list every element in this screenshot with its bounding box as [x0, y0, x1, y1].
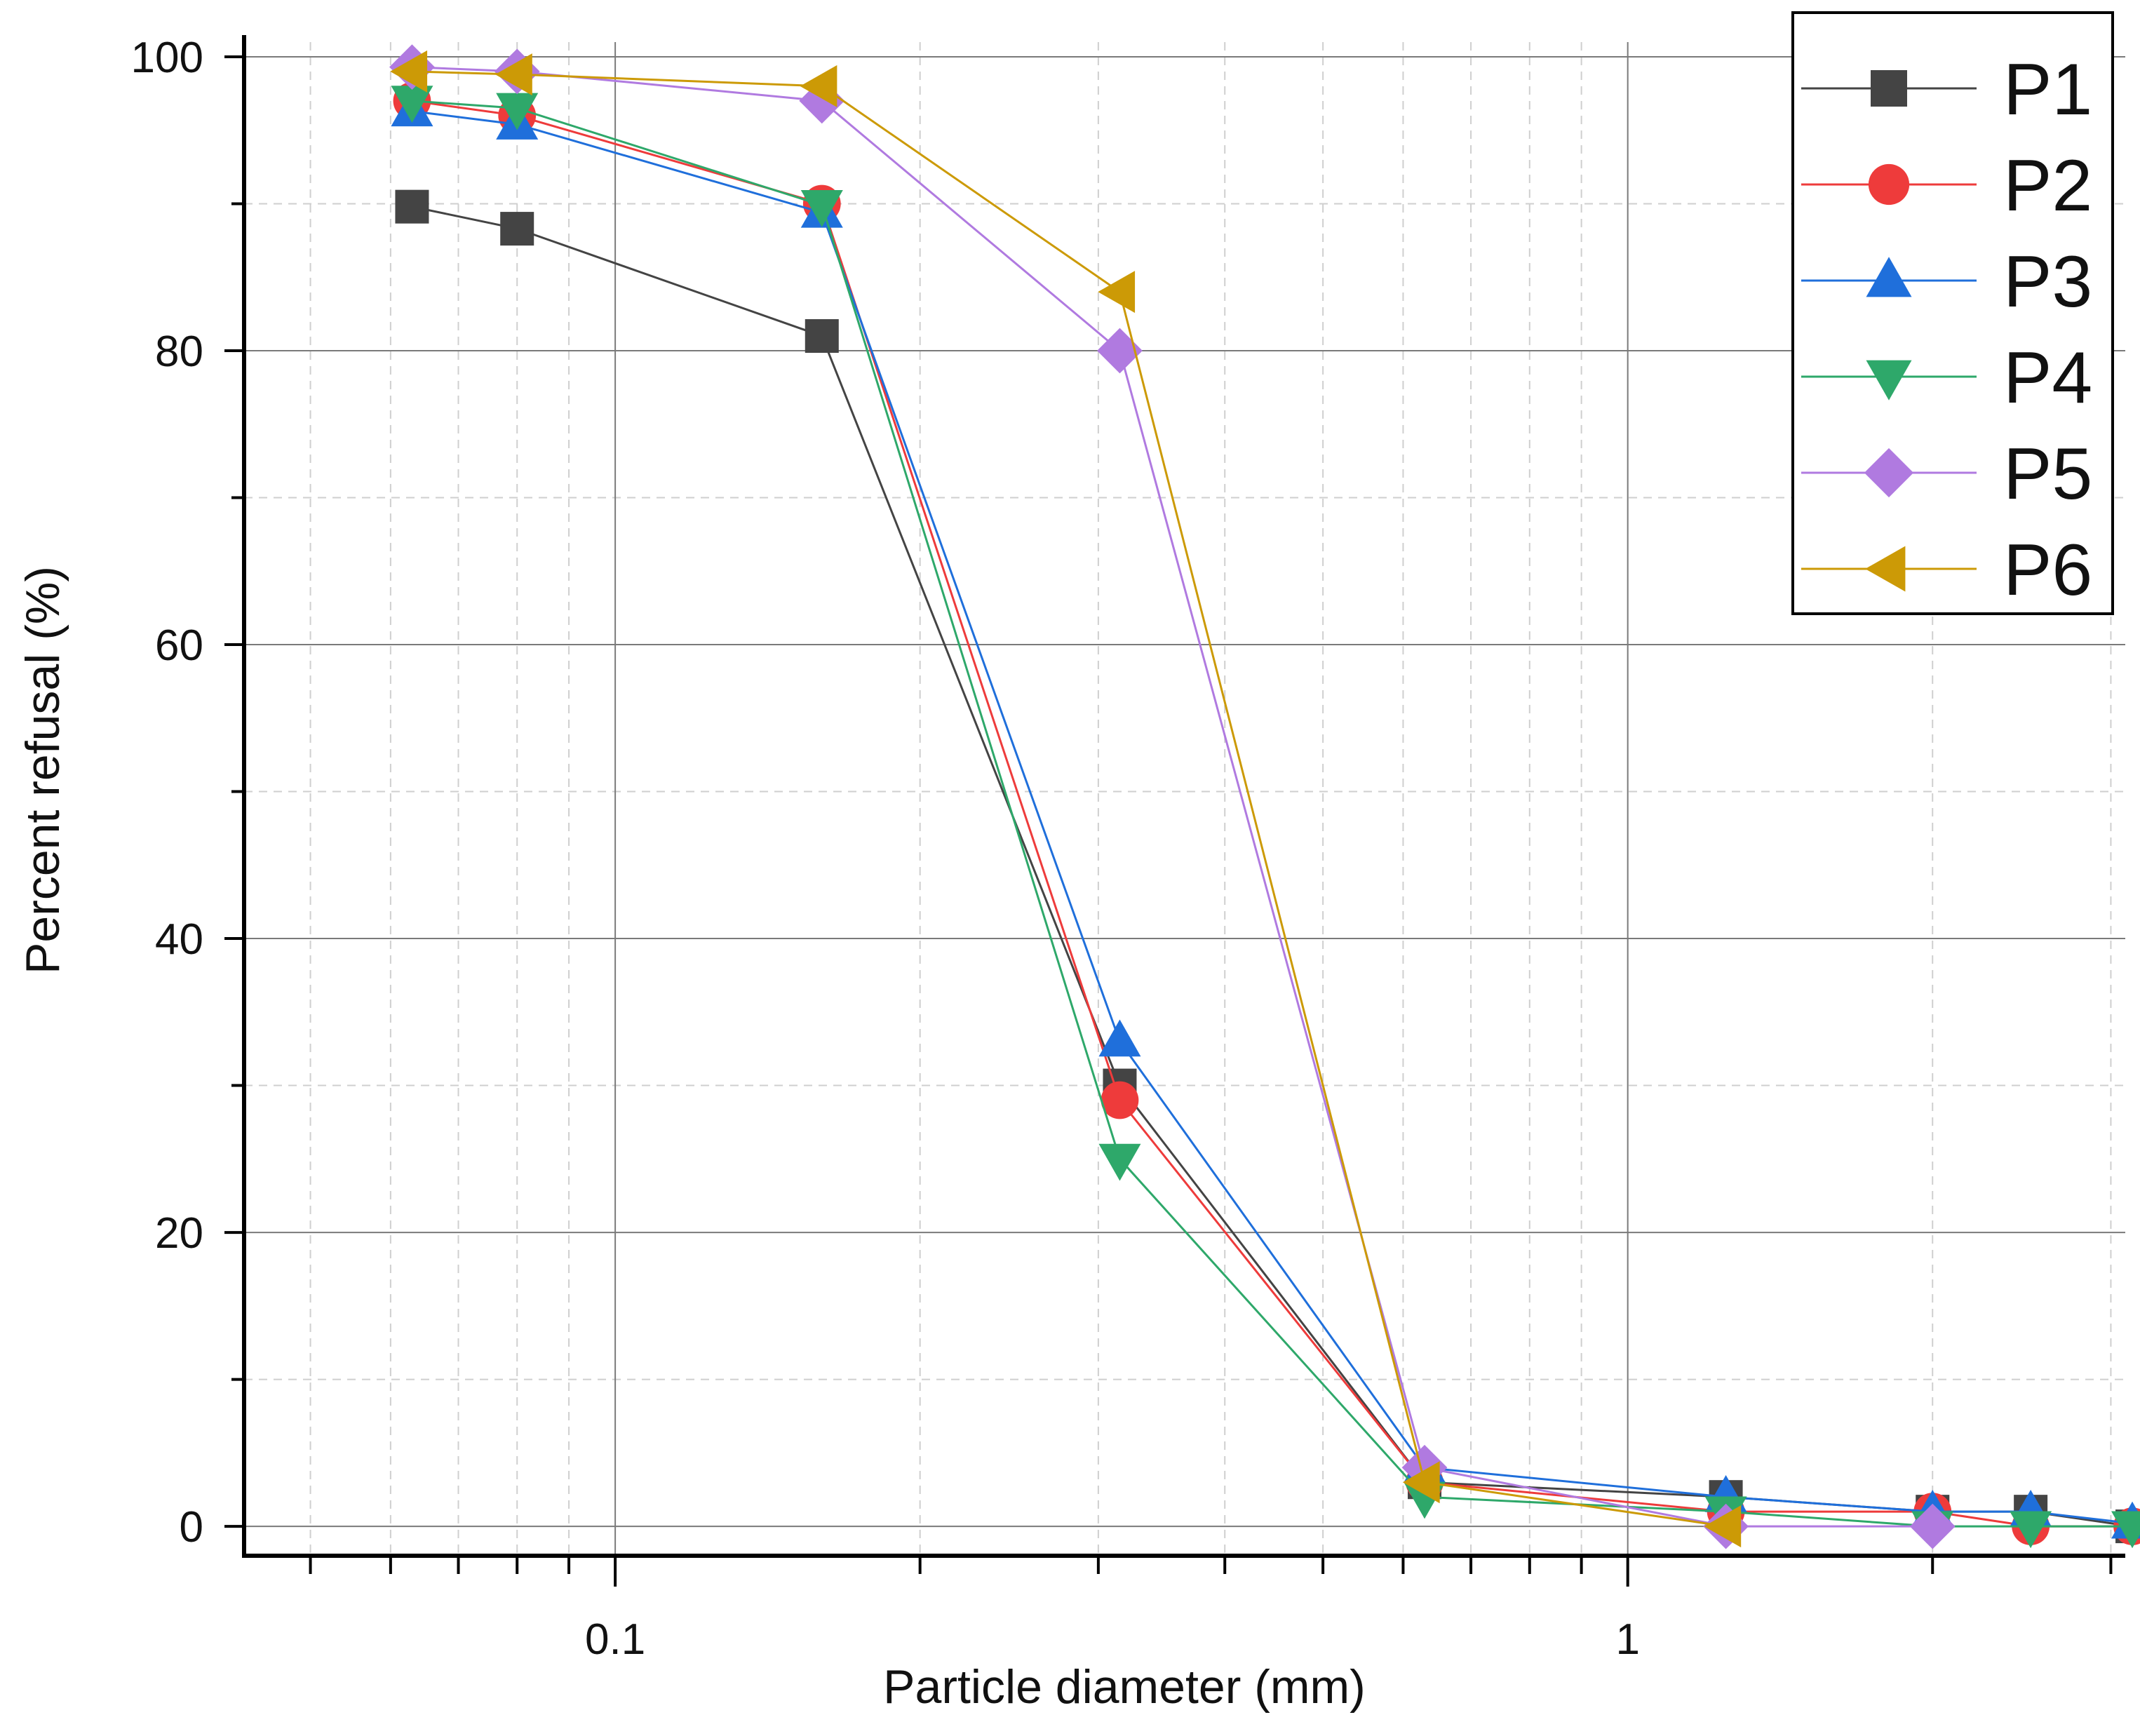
y-tick-label: 0 — [180, 1503, 203, 1552]
legend-marker-P3 — [1866, 257, 1912, 297]
legend-label-P4: P4 — [2003, 337, 2092, 419]
y-tick-label: 100 — [131, 34, 203, 82]
legend-marker-P6 — [1865, 546, 1906, 592]
data-point-P4 — [2111, 1511, 2140, 1549]
y-tick-label: 40 — [155, 915, 203, 964]
legend: P1 P2 P3 P4 P5 P6 — [1791, 11, 2114, 615]
data-point-P5 — [1097, 328, 1143, 374]
legend-label-P3: P3 — [2003, 241, 2092, 323]
series-layer — [389, 44, 2140, 1549]
x-tick-label: 1 — [1615, 1615, 1639, 1664]
y-tick-label: 20 — [155, 1209, 203, 1258]
legend-marker-P5 — [1864, 448, 1914, 498]
legend-marker-P2 — [1868, 163, 1910, 206]
data-point-P5 — [1401, 1444, 1448, 1491]
series-line-P6 — [412, 70, 1726, 1528]
legend-marker-P1 — [1871, 70, 1907, 107]
data-point-P2 — [1101, 1081, 1139, 1119]
data-point-P6 — [800, 65, 837, 107]
legend-label-P2: P2 — [2003, 145, 2092, 227]
legend-label-P6: P6 — [2003, 530, 2092, 611]
data-point-P4 — [496, 93, 539, 130]
data-point-P6 — [1704, 1505, 1742, 1548]
series-P6 — [390, 50, 1742, 1548]
data-point-P6 — [1098, 271, 1136, 314]
series-line-P5 — [412, 66, 1933, 1528]
data-point-P1 — [805, 319, 839, 354]
legend-box — [1791, 11, 2114, 615]
x-tick-label: 0.1 — [585, 1615, 645, 1664]
series-P5 — [389, 44, 1956, 1549]
legend-marker-P4 — [1866, 360, 1912, 401]
x-axis-title: Particle diameter (mm) — [883, 1660, 1366, 1714]
y-tick-label: 60 — [155, 621, 203, 670]
data-point-P4 — [1098, 1143, 1141, 1181]
data-point-P3 — [1098, 1019, 1141, 1057]
data-point-P1 — [395, 189, 429, 224]
data-point-P1 — [500, 212, 534, 246]
data-point-P6 — [390, 50, 428, 93]
legend-label-P1: P1 — [2003, 49, 2092, 130]
y-tick-label: 80 — [155, 328, 203, 376]
data-point-P6 — [1402, 1461, 1440, 1504]
y-axis-title: Percent refusal (%) — [16, 566, 69, 974]
data-point-P4 — [391, 86, 433, 123]
legend-label-P5: P5 — [2003, 433, 2092, 515]
data-point-P4 — [800, 189, 843, 227]
data-point-P5 — [799, 78, 845, 124]
data-point-P4 — [2010, 1511, 2052, 1549]
tick-labels: 0.1 1 0 20 40 60 80 100 — [131, 34, 1640, 1664]
data-point-P5 — [1909, 1503, 1956, 1549]
data-point-P6 — [495, 53, 532, 96]
axes — [224, 35, 2125, 1587]
